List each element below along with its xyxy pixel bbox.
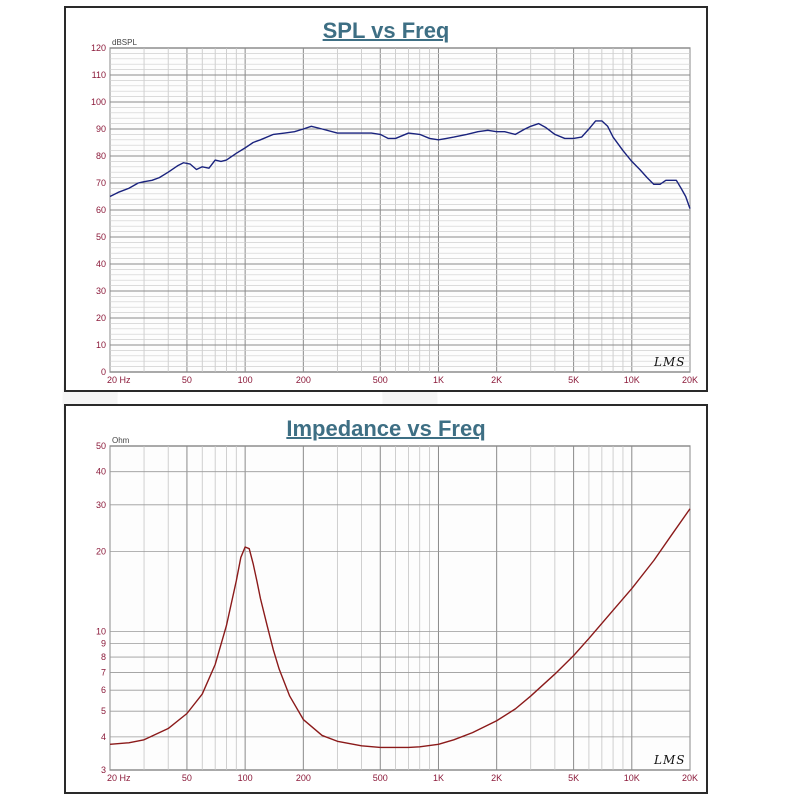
y-tick-label: 80 <box>96 151 106 161</box>
x-tick-label: 100 <box>238 773 253 783</box>
x-tick-label: 20K <box>682 773 698 783</box>
x-tick-label: 20K <box>682 375 698 385</box>
x-tick-label: 10K <box>624 773 640 783</box>
x-tick-label: 1K <box>433 375 444 385</box>
y-tick-label: 20 <box>96 313 106 323</box>
y-tick-label: 4 <box>101 732 106 742</box>
x-tick-label: 10K <box>624 375 640 385</box>
spl-chart-panel: SPL vs Freq 0 10 20 30 40 50 60 70 80 90 100 110 120… <box>64 6 708 392</box>
y-tick-label: 10 <box>96 340 106 350</box>
y-axis-unit-label: dBSPL <box>112 38 137 47</box>
data-series-line <box>109 508 691 749</box>
x-tick-label: 5K <box>568 773 579 783</box>
y-tick-label: 40 <box>96 259 106 269</box>
y-tick-label: 7 <box>101 667 106 677</box>
spl-chart-title: SPL vs Freq <box>322 18 450 43</box>
x-tick-label: 500 <box>373 375 388 385</box>
y-tick-label: 60 <box>96 205 106 215</box>
y-tick-label: 3 <box>101 765 106 775</box>
x-tick-label: 2K <box>491 375 502 385</box>
y-tick-label: 50 <box>96 232 106 242</box>
y-tick-label: 30 <box>96 500 106 510</box>
x-tick-label: 20 Hz <box>107 773 131 783</box>
x-tick-label: 50 <box>182 375 192 385</box>
plot-area <box>109 445 691 771</box>
y-tick-label: 8 <box>101 652 106 662</box>
y-tick-label: 120 <box>91 43 106 53</box>
y-tick-label: 30 <box>96 286 106 296</box>
x-tick-label: 500 <box>373 773 388 783</box>
y-tick-label: 0 <box>101 367 106 377</box>
y-tick-label: 9 <box>101 638 106 648</box>
y-tick-label: 40 <box>96 467 106 477</box>
x-tick-label: 100 <box>238 375 253 385</box>
impedance-chart-title: Impedance vs Freq <box>286 416 486 441</box>
x-tick-label: 200 <box>296 773 311 783</box>
x-tick-label: 1K <box>433 773 444 783</box>
y-tick-label: 5 <box>101 706 106 716</box>
x-tick-label: 5K <box>568 375 579 385</box>
x-tick-label: 200 <box>296 375 311 385</box>
y-tick-label: 70 <box>96 178 106 188</box>
spl-chart: 0 10 20 30 40 50 60 70 80 90 100 110 120 dBSPL 20 Hz 50… <box>91 38 698 385</box>
lms-annotation: LMS <box>653 355 685 369</box>
y-tick-label: 10 <box>96 626 106 636</box>
y-tick-label: 90 <box>96 124 106 134</box>
x-tick-label: 2K <box>491 773 502 783</box>
y-tick-label: 6 <box>101 685 106 695</box>
data-series-line <box>109 120 691 209</box>
y-tick-label: 50 <box>96 441 106 451</box>
y-tick-label: 100 <box>91 97 106 107</box>
impedance-chart-panel: Impedance vs Freq 3 4 5 6 7 8 9 10 20 30 40 50 Ohm 20… <box>64 404 708 794</box>
x-tick-label: 50 <box>182 773 192 783</box>
lms-annotation: LMS <box>653 753 685 767</box>
y-tick-label: 20 <box>96 547 106 557</box>
impedance-chart: 3 4 5 6 7 8 9 10 20 30 40 50 Ohm 20 Hz 50 100 200 500 1K 2K… <box>96 436 698 783</box>
y-tick-label: 110 <box>92 70 106 80</box>
x-tick-label: 20 Hz <box>107 375 131 385</box>
y-axis-unit-label: Ohm <box>112 436 130 445</box>
